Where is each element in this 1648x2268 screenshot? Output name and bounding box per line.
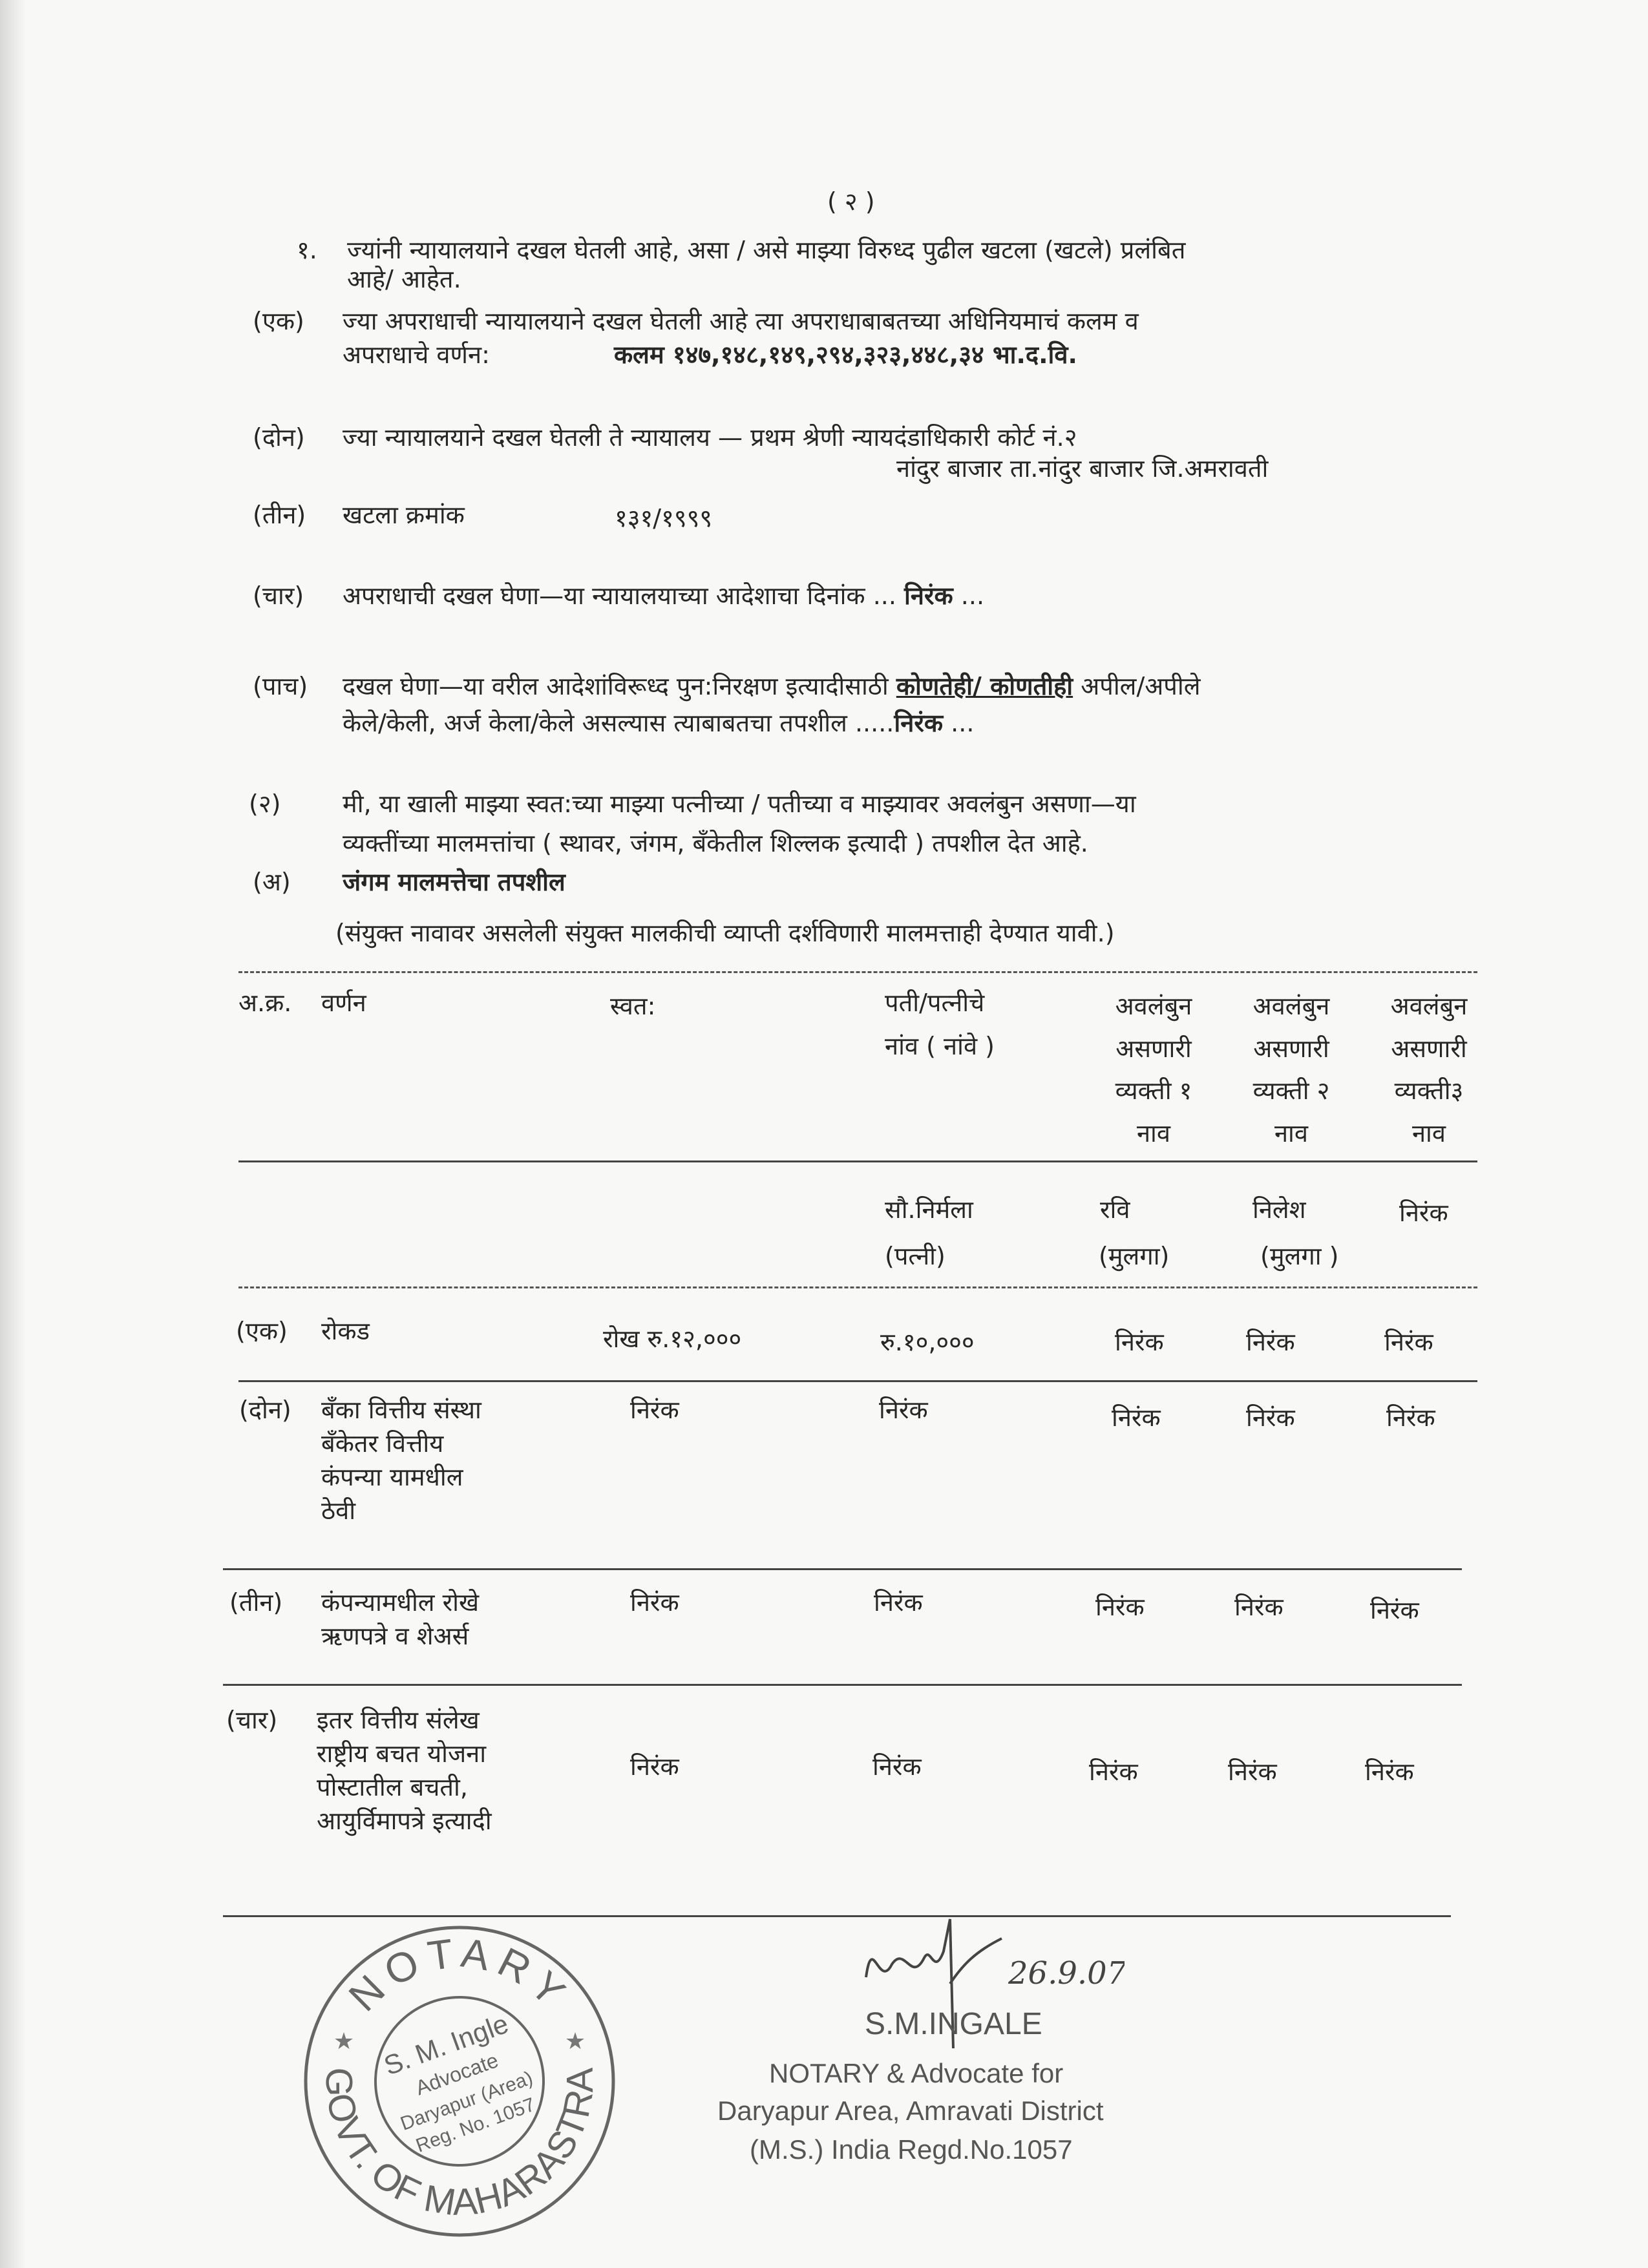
page-number: ( २ ) (827, 187, 875, 216)
row-self: निरंक (630, 1588, 679, 1617)
notary-name: S.M.INGALE (865, 2007, 1042, 2041)
sub-ek-line2: अपराधाचे वर्णन: (343, 341, 490, 369)
dep1-relation: (मुलगा) (1099, 1242, 1170, 1270)
sub-don-line2: नांदुर बाजार ता.नांदुर बाजार जि.अमरावती (896, 454, 1269, 483)
item-2-label: (२) (249, 790, 281, 818)
dep3-name: निरंक (1399, 1199, 1448, 1227)
row-self: निरंक (630, 1752, 679, 1781)
sub-paach-underlined: कोणतेही/ कोणतीही (896, 672, 1073, 700)
header-dep3: अवलंबुन असणारी व्यक्ती३ नाव (1390, 992, 1468, 1148)
handwritten-signature: 26.9.07 (865, 1918, 1125, 2049)
row-dep2: निरंक (1246, 1328, 1295, 1356)
dep2-relation: (मुलगा ) (1260, 1242, 1339, 1270)
sub-ek-label: (एक) (253, 307, 304, 335)
row-desc: बँकेतर वित्तीय (321, 1429, 444, 1458)
row-desc: राष्ट्रीय बचत योजना (317, 1739, 487, 1768)
row-dep3: निरंक (1370, 1596, 1419, 1624)
row-dep2: निरंक (1228, 1758, 1277, 1786)
names-rule (238, 1286, 1477, 1288)
scan-edge-shadow (0, 0, 26, 2268)
row-rule (223, 1568, 1462, 1570)
row-self: रोख रु.१२,००० (603, 1325, 742, 1353)
row-dep3: निरंक (1386, 1403, 1435, 1432)
notary-stamp: NOTARY GOVT. OF MAHARASTRA ★ ★ S. M. Ing… (304, 1926, 615, 2237)
sub-chaar-text: अपराधाची दखल घेणा—या न्यायालयाच्या आदेशा… (343, 582, 985, 610)
row-spouse: निरंक (874, 1588, 923, 1617)
sub-teen-text: खटला क्रमांक (343, 501, 465, 529)
row-dep1: निरंक (1095, 1593, 1145, 1621)
row-rule (238, 1380, 1477, 1382)
dep2-name: निलेश (1252, 1195, 1306, 1224)
row-dep1: निरंक (1089, 1758, 1138, 1786)
sub-a-label: (अ) (253, 868, 291, 896)
sub-ek-sections: कलम १४७,१४८,१४९,२९४,३२३,४४८,३४ भा.द.वि. (614, 341, 1077, 369)
star-icon: ★ (565, 2028, 586, 2055)
row-sr: (दोन) (239, 1396, 291, 1424)
row-desc: इतर वित्तीय संलेख (317, 1706, 480, 1734)
row-rule (223, 1684, 1462, 1686)
stamp-outer-top: NOTARY (340, 1929, 580, 2021)
sub-paach-label: (पाच) (253, 672, 308, 700)
row-self: निरंक (630, 1396, 679, 1424)
row-dep1: निरंक (1115, 1328, 1164, 1356)
row-spouse: निरंक (879, 1396, 928, 1424)
header-spouse: नांव ( नांवे ) (885, 1032, 995, 1060)
table-header-rule (238, 1160, 1477, 1162)
item-2-line1: मी, या खाली माझ्या स्वत:च्या माझ्या पत्न… (343, 790, 1136, 818)
row-spouse: निरंक (872, 1752, 922, 1781)
row-dep2: निरंक (1246, 1403, 1295, 1432)
spouse-name: सौ.निर्मला (885, 1195, 973, 1224)
header-dep2: अवलंबुन असणारी व्यक्ती २ नाव (1252, 992, 1330, 1148)
item-1-number: १. (297, 236, 317, 264)
header-desc: वर्णन (321, 989, 366, 1017)
row-dep2: निरंक (1234, 1593, 1284, 1621)
notary-line1: NOTARY & Advocate for (769, 2058, 1064, 2088)
spouse-relation: (पत्नी) (885, 1242, 945, 1270)
sub-don-label: (दोन) (253, 423, 305, 452)
star-icon: ★ (333, 2028, 354, 2055)
sub-paach-line2: केले/केली, अर्ज केला/केले असल्यास त्याबा… (343, 709, 975, 737)
sub-chaar-value: निरंक (904, 582, 953, 610)
sub-ek-line1: ज्या अपराधाची न्यायालयाने दखल घेतली आहे … (343, 307, 1139, 335)
sub-don-line1: ज्या न्यायालयाने दखल घेतली ते न्यायालय —… (343, 423, 1077, 452)
row-dep1: निरंक (1112, 1403, 1161, 1432)
item-2-line2: व्यक्तींच्या मालमत्तांचा ( स्थावर, जंगम,… (343, 829, 1088, 857)
row-desc: कंपन्यामधील रोखे (321, 1588, 480, 1617)
notary-line2: Daryapur Area, Amravati District (717, 2095, 1104, 2126)
row-sr: (चार) (226, 1706, 278, 1734)
row-desc: कंपन्या यामधील (321, 1463, 463, 1491)
row-sr: (एक) (236, 1317, 288, 1345)
row-desc: बँका वित्तीय संस्था (321, 1396, 481, 1424)
sub-a-note: (संयुक्त नावावर असलेली संयुक्त मालकीची व… (335, 919, 1115, 947)
header-sr: अ.क्र. (238, 989, 292, 1017)
header-self: स्वत: (610, 992, 656, 1020)
row-spouse: रु.१०,००० (880, 1328, 975, 1356)
sub-chaar-label: (चार) (253, 582, 304, 610)
dep1-name: रवि (1100, 1195, 1130, 1224)
case-number: १३१/१९९९ (615, 504, 713, 532)
sub-paach-line1: दखल घेणा—या वरील आदेशांविरूध्द पुन:निरक्… (343, 672, 1201, 700)
row-desc: आयुर्विमापत्रे इत्यादी (317, 1807, 492, 1835)
table-top-rule (238, 971, 1477, 973)
header-spouse: पती/पत्नीचे (885, 989, 985, 1017)
row-sr: (तीन) (229, 1588, 283, 1617)
sub-paach-value: निरंक (894, 709, 944, 737)
sub-a-title: जंगम मालमत्तेचा तपशील (343, 868, 565, 896)
sub-teen-label: (तीन) (253, 501, 306, 529)
row-dep3: निरंक (1384, 1328, 1433, 1356)
notary-line3: (M.S.) India Regd.No.1057 (750, 2134, 1073, 2165)
item-1-line2: आहे/ आहेत. (347, 265, 461, 293)
table-bottom-rule (223, 1915, 1451, 1917)
header-dep1: अवलंबुन असणारी व्यक्ती १ नाव (1115, 992, 1192, 1148)
signature-date: 26.9.07 (1008, 1955, 1125, 1991)
row-dep3: निरंक (1365, 1758, 1414, 1786)
row-desc: रोकड (321, 1317, 370, 1345)
item-1-line1: ज्यांनी न्यायालयाने दखल घेतली आहे, असा /… (347, 236, 1186, 264)
row-desc: ऋणपत्रे व शेअर्स (321, 1622, 469, 1650)
row-desc: ठेवी (321, 1496, 356, 1525)
row-desc: पोस्टातील बचती, (317, 1773, 468, 1801)
